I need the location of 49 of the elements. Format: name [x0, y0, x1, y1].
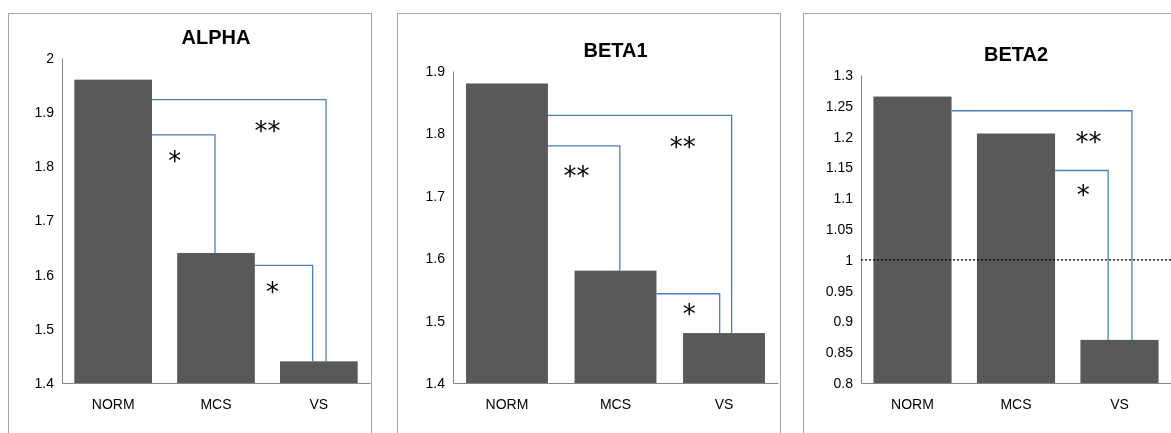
- y-tick-label: 1.25: [825, 97, 854, 114]
- y-tick-label: 1.05: [825, 220, 854, 237]
- y-tick-label: 0.85: [825, 344, 854, 361]
- y-tick-label: 0.9: [833, 313, 854, 330]
- x-tick-label: VS: [1110, 395, 1129, 412]
- x-tick-label: VS: [714, 395, 734, 412]
- y-tick-label: 1.6: [34, 266, 55, 283]
- y-tick-label: 1.7: [34, 212, 55, 229]
- x-tick-label: NORM: [891, 395, 934, 412]
- x-tick-label: MCS: [599, 395, 632, 412]
- y-tick-label: 1.2: [833, 128, 854, 145]
- y-tick-label: 0.8: [833, 374, 854, 391]
- bracket: *: [152, 134, 216, 253]
- bracket: *: [254, 264, 314, 362]
- bracket: *: [656, 293, 721, 334]
- x-tick-label: MCS: [200, 395, 232, 412]
- x-tick-label: NORM: [91, 395, 135, 412]
- y-tick-label: 1.3: [833, 66, 854, 83]
- annotation: *: [168, 145, 182, 176]
- y-tick-label: 1.6: [425, 250, 446, 267]
- chart-title: BETA2: [983, 43, 1049, 65]
- x-tick-label: NORM: [485, 395, 529, 412]
- annotation: *: [266, 276, 280, 307]
- y-tick-label: 1.5: [34, 320, 55, 337]
- y-tick-label: 2: [46, 49, 55, 66]
- y-tick-label: 0.95: [825, 282, 854, 299]
- annotation: **: [1075, 126, 1102, 157]
- annotation: **: [669, 132, 696, 163]
- y-tick-label: 1: [845, 251, 854, 268]
- annotation: *: [682, 299, 696, 330]
- y-tick-label: 1.5: [425, 312, 446, 329]
- y-tick-label: 1.7: [425, 187, 446, 204]
- bracket: **: [547, 145, 621, 271]
- annotation: *: [1076, 180, 1090, 211]
- y-tick-label: 1.4: [34, 374, 55, 391]
- y-tick-label: 1.8: [34, 158, 55, 175]
- x-tick-label: VS: [309, 395, 329, 412]
- y-tick-label: 1.8: [425, 125, 446, 142]
- annotation: **: [563, 161, 590, 192]
- y-tick-label: 1.4: [425, 374, 446, 391]
- y-tick-label: 1.15: [825, 159, 854, 176]
- annotation: **: [254, 116, 281, 147]
- y-tick-label: 1.1: [833, 190, 854, 207]
- bracket: *: [1055, 169, 1109, 340]
- y-tick-label: 1.9: [425, 62, 446, 79]
- chart-title: BETA1: [583, 39, 648, 61]
- y-tick-label: 1.9: [34, 104, 55, 121]
- x-tick-label: MCS: [1000, 395, 1032, 412]
- chart-title: ALPHA: [181, 26, 251, 48]
